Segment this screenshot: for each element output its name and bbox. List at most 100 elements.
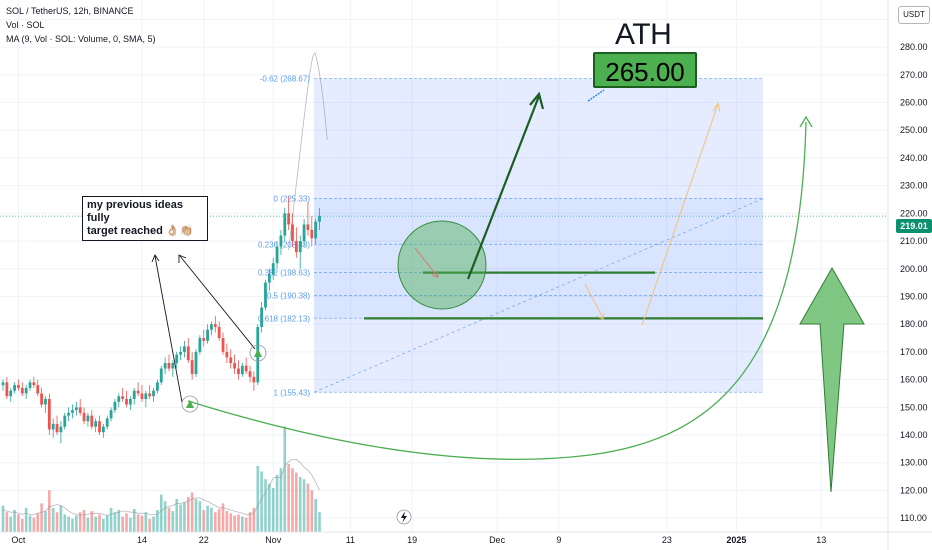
volume-bar: [113, 512, 117, 532]
candle-body: [171, 362, 175, 369]
ath-target-box[interactable]: 265.00: [593, 52, 697, 88]
volume-bar: [109, 507, 113, 532]
candle-body: [217, 326, 221, 339]
volume-indicator-label[interactable]: Vol · SOL: [6, 20, 45, 30]
candle-body: [298, 241, 302, 253]
volume-bar: [175, 499, 178, 532]
candle-body: [229, 357, 233, 363]
idea-note[interactable]: my previous ideas fully target reached 👌…: [82, 196, 208, 241]
time-tick-label: Nov: [265, 535, 282, 545]
volume-bar: [94, 516, 97, 532]
target-marker-1-triangle: [186, 400, 194, 408]
candle-body: [67, 412, 71, 416]
candle-body: [179, 351, 182, 355]
candle-body: [94, 421, 98, 427]
volume-ma-spike: [288, 52, 328, 251]
volume-bar: [152, 516, 155, 532]
time-tick-label: 14: [137, 535, 147, 545]
volume-bar: [28, 515, 32, 532]
candle-body: [5, 382, 9, 397]
candle-body: [175, 354, 179, 363]
volume-bar: [21, 518, 24, 532]
pullback-arrow-head: [431, 270, 439, 278]
candle-body: [36, 385, 40, 394]
candle-body: [318, 216, 321, 222]
volume-bar: [125, 513, 128, 532]
volume-ma-polyline: [2, 458, 320, 516]
volume-bar: [117, 510, 121, 532]
candle-body: [213, 324, 217, 327]
candle-body: [202, 338, 206, 341]
candle-body: [294, 241, 298, 253]
volume-bar: [51, 507, 55, 532]
volume-bar: [75, 515, 78, 532]
ath-arrow-line: [466, 95, 541, 280]
volume-bar: [206, 505, 209, 532]
candle-body: [302, 224, 306, 242]
volume-bar: [32, 517, 36, 532]
volume-bar: [63, 514, 67, 532]
note-line-1: my previous ideas: [87, 199, 183, 211]
candle-body: [117, 396, 121, 402]
candle-body: [132, 390, 136, 399]
candle-body: [264, 282, 267, 308]
big-up-arrow: [799, 266, 865, 493]
volume-bar: [306, 483, 310, 532]
volume-bar: [129, 517, 132, 532]
volume-bar: [105, 515, 109, 532]
chart-legend: SOL / TetherUS, 12h, BINANCE Vol · SOL M…: [6, 4, 156, 46]
candle-body: [159, 368, 163, 383]
volume-bar: [17, 514, 20, 532]
candle-body: [267, 274, 271, 283]
volume-bar: [156, 510, 159, 532]
orange-up-arrow: [641, 103, 719, 326]
pullback-arrow: [414, 247, 439, 278]
symbol-title[interactable]: SOL / TetherUS, 12h, BINANCE: [6, 6, 134, 16]
candle-body: [310, 229, 314, 239]
fib-retracement[interactable]: -0.62 (268.67) 0 (225.33) 0.236 (208.83) 0.…: [258, 74, 764, 397]
currency-badge[interactable]: USDT: [898, 6, 930, 24]
price-tick-label: 270.00: [900, 70, 928, 80]
volume-bar: [55, 512, 59, 532]
ath-label[interactable]: ATH: [615, 18, 672, 51]
price-tick-label: 170.00: [900, 347, 928, 357]
volume-bar: [237, 514, 240, 532]
volume-bar: [144, 512, 148, 532]
volume-bar: [1, 505, 5, 532]
candle-body: [113, 401, 117, 411]
time-tick-label: 13: [816, 535, 826, 545]
volume-bar: [132, 508, 136, 532]
volume-bar: [183, 502, 186, 532]
ma-indicator-label[interactable]: MA (9, Vol · SOL: Volume, 0, SMA, 5): [6, 34, 156, 44]
volume-bar: [148, 518, 151, 532]
note-arrow-2-head: [178, 254, 187, 263]
candle-body: [275, 246, 279, 264]
candle-body: [156, 382, 159, 391]
volume-bar: [5, 512, 9, 532]
grid-lines: [0, 0, 888, 532]
volume-bar: [163, 501, 167, 532]
candle-body: [287, 213, 291, 225]
drawings[interactable]: [0, 89, 888, 525]
volume-bar: [186, 496, 190, 532]
candle-body: [198, 338, 202, 352]
candle-body: [125, 399, 128, 405]
volume-bar: [310, 490, 314, 532]
target-marker-1: [181, 395, 199, 413]
candle-body: [306, 224, 310, 230]
volume-bar: [59, 505, 63, 532]
candle-body: [74, 407, 78, 411]
candle-body: [314, 221, 318, 239]
candle-body: [55, 423, 59, 433]
note-line-2: fully: [87, 212, 110, 224]
volume-bar: [190, 492, 194, 532]
volume-ma-line: [2, 52, 328, 516]
volume-bar: [248, 512, 252, 532]
volume-bar: [260, 471, 263, 532]
volume-bar: [210, 507, 213, 532]
volume-bar: [229, 513, 233, 532]
time-axis[interactable]: Oct 14 22 Nov 11 19 Dec 9 23 2025 13: [0, 531, 932, 545]
candle-body: [260, 307, 264, 327]
price-tick-label: 240.00: [900, 153, 928, 163]
